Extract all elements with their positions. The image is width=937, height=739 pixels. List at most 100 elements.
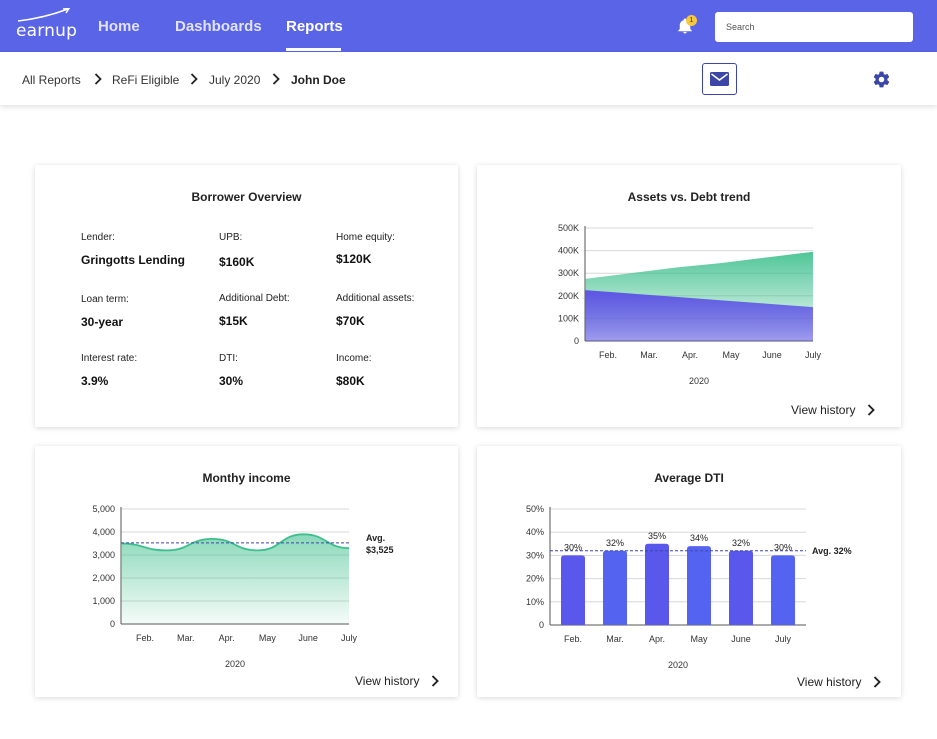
- interest-rate-label: Interest rate:: [81, 353, 138, 364]
- lender-value: Gringotts Lending: [81, 253, 185, 267]
- dti-data-label: 30%: [564, 542, 582, 552]
- additional-assets-label: Additional assets:: [336, 293, 415, 304]
- additional-debt-label: Additional Debt:: [219, 293, 290, 304]
- additional-assets-value: $70K: [336, 314, 365, 328]
- view-history-label: View history: [791, 403, 856, 417]
- upb-value: $160K: [219, 255, 255, 269]
- assets-y-tick-label: 0: [574, 336, 579, 346]
- income-line: [120, 533, 350, 552]
- assets-debt-card: Assets vs. Debt trend 0 100K 200K 300K 400K 5…: [477, 165, 901, 427]
- upb-label: UPB:: [219, 232, 243, 243]
- income-area: [121, 534, 349, 624]
- gear-icon[interactable]: [872, 70, 891, 89]
- chevron-right-icon: [190, 73, 198, 85]
- breadcrumb-all-reports[interactable]: All Reports: [22, 73, 81, 87]
- average-dti-card: Average DTI 0 10% 20% 30% 40% 50% 30% 32% 35% 34%…: [477, 446, 901, 697]
- income-y-tick-label: 3,000: [92, 550, 115, 560]
- view-history-label: View history: [797, 675, 862, 689]
- dti-data-label: 34%: [690, 533, 708, 543]
- income-x-tick-label: June: [298, 633, 318, 643]
- dti-y-tick-label: 10%: [526, 597, 544, 607]
- email-button[interactable]: [702, 63, 737, 95]
- assets-x-tick-label: June: [762, 350, 782, 360]
- debt-area: [585, 290, 813, 341]
- assets-y-tick-label: 300K: [558, 268, 579, 278]
- card-title: Average DTI: [654, 471, 724, 485]
- nav-home[interactable]: Home: [98, 18, 140, 35]
- card-title: Assets vs. Debt trend: [627, 190, 751, 204]
- chevron-right-icon: [272, 73, 280, 85]
- dti-bar: [645, 543, 669, 625]
- income-y-tick-label: 4,000: [92, 527, 115, 537]
- dti-data-label: 30%: [774, 542, 792, 552]
- home-equity-label: Home equity:: [336, 232, 395, 243]
- dti-data-label: 32%: [732, 538, 750, 548]
- dti-value: 30%: [219, 374, 244, 388]
- monthly-income-card: Monthy income 0 1,000 2,000 3,000 4,000 5,000…: [35, 446, 458, 697]
- chevron-right-icon: [94, 73, 102, 85]
- average-dti-bar-chart: 0 10% 20% 30% 40% 50% 30% 32% 35% 34% 32% 30% Avg. 3…: [526, 504, 852, 670]
- income-x-tick-label: Apr.: [219, 633, 235, 643]
- income-value: $80K: [336, 374, 365, 388]
- assets-y-tick-label: 100K: [558, 313, 579, 323]
- monthly-income-area-chart: 0 1,000 2,000 3,000 4,000 5,000 Avg. $3,525 Feb.…: [92, 504, 394, 669]
- chevron-right-icon: [431, 675, 439, 687]
- borrower-overview-card: Borrower Overview Lender: Gringotts Lend…: [35, 165, 458, 427]
- dti-label: DTI:: [219, 353, 238, 364]
- assets-debt-area-chart: 0 100K 200K 300K 400K 500K Feb. Mar. Apr. May June…: [558, 223, 822, 386]
- logo-text: earnup: [16, 21, 78, 41]
- card-title: Monthy income: [202, 471, 291, 485]
- assets-y-tick-label: 200K: [558, 291, 579, 301]
- dti-bar: [687, 546, 711, 625]
- active-nav-indicator: [286, 48, 341, 51]
- breadcrumb-refi-eligible[interactable]: ReFi Eligible: [112, 73, 180, 87]
- income-x-tick-label: July: [341, 633, 358, 643]
- chevron-right-icon: [867, 404, 875, 416]
- assets-x-tick-label: Feb.: [599, 350, 617, 360]
- view-history-link[interactable]: View history: [791, 403, 875, 417]
- loan-term-value: 30-year: [81, 315, 124, 329]
- chevron-right-icon: [873, 676, 881, 688]
- dti-data-label: 35%: [648, 531, 666, 541]
- income-y-tick-label: 0: [110, 619, 115, 629]
- lender-label: Lender:: [81, 232, 115, 243]
- income-x-tick-label: Feb.: [136, 633, 154, 643]
- breadcrumb-bar: All Reports ReFi Eligible July 2020 John…: [0, 52, 937, 105]
- dti-data-label: 32%: [606, 538, 624, 548]
- dti-y-tick-label: 20%: [526, 574, 544, 584]
- notification-badge: 1: [686, 15, 697, 26]
- logo-swoosh-icon: [17, 8, 71, 22]
- assets-y-tick-label: 500K: [558, 223, 579, 233]
- envelope-icon: [710, 72, 729, 86]
- dti-bar: [561, 555, 585, 625]
- additional-debt-value: $15K: [219, 314, 248, 328]
- income-y-tick-label: 1,000: [92, 596, 115, 606]
- dti-y-tick-label: 50%: [526, 504, 544, 514]
- income-y-tick-label: 5,000: [92, 504, 115, 514]
- search-input[interactable]: [715, 12, 913, 42]
- dti-y-tick-label: 40%: [526, 527, 544, 537]
- dti-x-tick-label: Mar.: [606, 634, 624, 644]
- assets-x-axis-title: 2020: [689, 376, 709, 386]
- earnup-logo[interactable]: earnup: [16, 8, 78, 42]
- breadcrumb-july-2020[interactable]: July 2020: [209, 73, 261, 87]
- nav-reports[interactable]: Reports: [286, 18, 343, 35]
- income-average-value: $3,525: [366, 545, 394, 555]
- card-title: Borrower Overview: [191, 190, 302, 204]
- dti-bar: [771, 555, 795, 625]
- dti-y-tick-label: 30%: [526, 550, 544, 560]
- dti-average-label: Avg. 32%: [812, 546, 852, 556]
- view-history-label: View history: [355, 674, 420, 688]
- income-label: Income:: [336, 353, 372, 364]
- income-x-axis-title: 2020: [225, 659, 245, 669]
- dti-y-tick-label: 0: [539, 620, 544, 630]
- nav-dashboards[interactable]: Dashboards: [175, 18, 262, 35]
- income-average-label: Avg.: [366, 533, 385, 543]
- dti-x-tick-label: June: [731, 634, 751, 644]
- assets-x-tick-label: Mar.: [640, 350, 658, 360]
- view-history-link[interactable]: View history: [355, 674, 439, 688]
- dti-x-tick-label: May: [690, 634, 708, 644]
- view-history-link[interactable]: View history: [797, 675, 881, 689]
- loan-term-label: Loan term:: [81, 294, 129, 305]
- dti-bar: [729, 550, 753, 625]
